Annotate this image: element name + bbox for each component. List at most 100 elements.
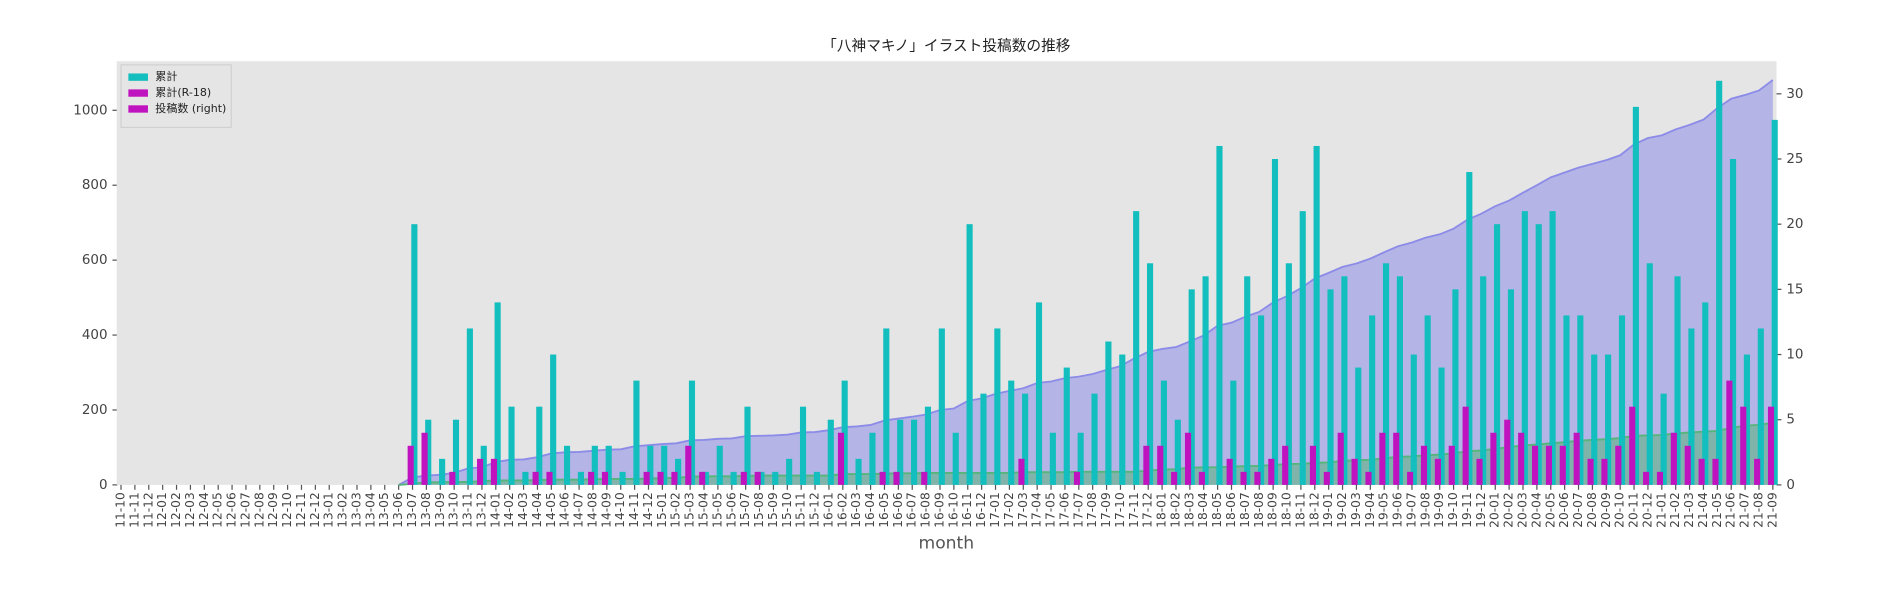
bar [1337, 432, 1344, 485]
x-tick-label: 18-12 [1307, 492, 1321, 528]
x-tick-label: 19-04 [1363, 492, 1377, 528]
x-tick-label: 20-09 [1599, 492, 1613, 528]
x-tick-label: 12-12 [308, 492, 322, 528]
x-tick-label: 18-11 [1293, 492, 1307, 528]
x-tick-label: 14-03 [516, 492, 530, 528]
bar [1629, 406, 1636, 485]
y2-tick-label: 10 [1786, 348, 1803, 363]
bar [1632, 106, 1639, 485]
x-tick-label: 17-11 [1127, 492, 1141, 528]
bar [1299, 211, 1306, 485]
bar [980, 393, 987, 485]
y2-tick-label: 0 [1786, 478, 1795, 493]
bar [1466, 172, 1473, 485]
bar [1559, 445, 1566, 485]
x-tick-label: 17-12 [1141, 492, 1155, 528]
x-tick-label: 20-12 [1640, 492, 1654, 528]
x-tick-label: 20-02 [1502, 492, 1516, 528]
x-tick-label: 13-04 [363, 492, 377, 528]
x-tick-label: 12-05 [211, 492, 225, 528]
bar [1171, 471, 1178, 485]
x-tick-label: 17-07 [1071, 492, 1085, 528]
x-tick-label: 20-01 [1488, 492, 1502, 528]
bar [1545, 445, 1552, 485]
bar [508, 406, 515, 485]
x-tick-label: 19-01 [1321, 492, 1335, 528]
x-tick-label: 13-08 [419, 492, 433, 528]
bar [869, 432, 876, 485]
bar [1754, 458, 1761, 485]
x-tick-label: 18-04 [1196, 492, 1210, 528]
bar [1119, 354, 1126, 485]
x-tick-label: 14-10 [613, 492, 627, 528]
x-tick-label: 21-03 [1682, 492, 1696, 528]
x-tick-label: 11-12 [141, 492, 155, 528]
x-tick-label: 16-06 [891, 492, 905, 528]
x-tick-label: 21-06 [1724, 492, 1738, 528]
bar [1268, 458, 1275, 485]
bar [671, 471, 678, 485]
bar [532, 471, 539, 485]
x-tick-label: 20-08 [1585, 492, 1599, 528]
bar [1313, 145, 1320, 485]
bar [1143, 445, 1150, 485]
bar [1198, 471, 1205, 485]
bar [1407, 471, 1414, 485]
x-tick-label: 19-02 [1335, 492, 1349, 528]
bar [563, 445, 571, 485]
bar [421, 432, 428, 485]
bar [1521, 211, 1528, 485]
x-tick-label: 13-01 [322, 492, 336, 528]
bar [407, 445, 414, 485]
bar [1244, 276, 1251, 485]
x-axis-label: month [919, 534, 975, 554]
bar [546, 471, 553, 485]
bar [675, 458, 682, 485]
x-tick-label: 21-05 [1710, 492, 1724, 528]
bar [1771, 119, 1778, 485]
bar [1698, 458, 1705, 485]
bar [1309, 445, 1317, 485]
x-tick-label: 16-09 [932, 492, 946, 528]
bar [1351, 458, 1358, 485]
x-tick-label: 17-02 [1002, 492, 1016, 528]
bar [952, 432, 959, 485]
bar [1174, 419, 1181, 485]
bar [1382, 263, 1390, 485]
x-tick-label: 13-02 [336, 492, 350, 528]
x-tick-label: 13-10 [447, 492, 461, 528]
bar [1420, 445, 1428, 485]
bar [841, 380, 848, 485]
x-tick-label: 15-10 [780, 492, 794, 528]
bar [633, 380, 640, 485]
x-tick-label: 15-06 [724, 492, 738, 528]
bar [827, 419, 834, 485]
x-tick-label: 14-04 [530, 492, 544, 528]
y-tick-label: 200 [82, 403, 108, 418]
x-tick-label: 13-12 [474, 492, 488, 528]
bar [744, 406, 751, 485]
bar [657, 471, 664, 485]
bar [1615, 445, 1622, 485]
x-tick-label: 20-04 [1529, 492, 1543, 528]
x-tick-label: 19-11 [1460, 492, 1474, 528]
bar [1240, 471, 1247, 485]
x-tick-label: 16-07 [905, 492, 919, 528]
bar [1410, 354, 1417, 485]
x-tick-label: 20-11 [1627, 492, 1641, 528]
x-tick-label: 14-01 [488, 492, 502, 528]
x-tick-label: 18-02 [1168, 492, 1182, 528]
x-tick-label: 19-12 [1474, 492, 1488, 528]
x-tick-label: 11-10 [114, 492, 128, 528]
x-tick-label: 13-05 [377, 492, 391, 528]
bar [1702, 302, 1709, 485]
bar [1643, 471, 1650, 485]
bar [1022, 393, 1029, 485]
x-tick-label: 12-06 [225, 492, 239, 528]
x-tick-label: 16-10 [946, 492, 960, 528]
bar [1462, 406, 1469, 485]
x-tick-label: 21-07 [1738, 492, 1752, 528]
x-tick-label: 14-09 [599, 492, 613, 528]
bar [452, 419, 460, 485]
x-tick-label: 20-06 [1557, 492, 1571, 528]
